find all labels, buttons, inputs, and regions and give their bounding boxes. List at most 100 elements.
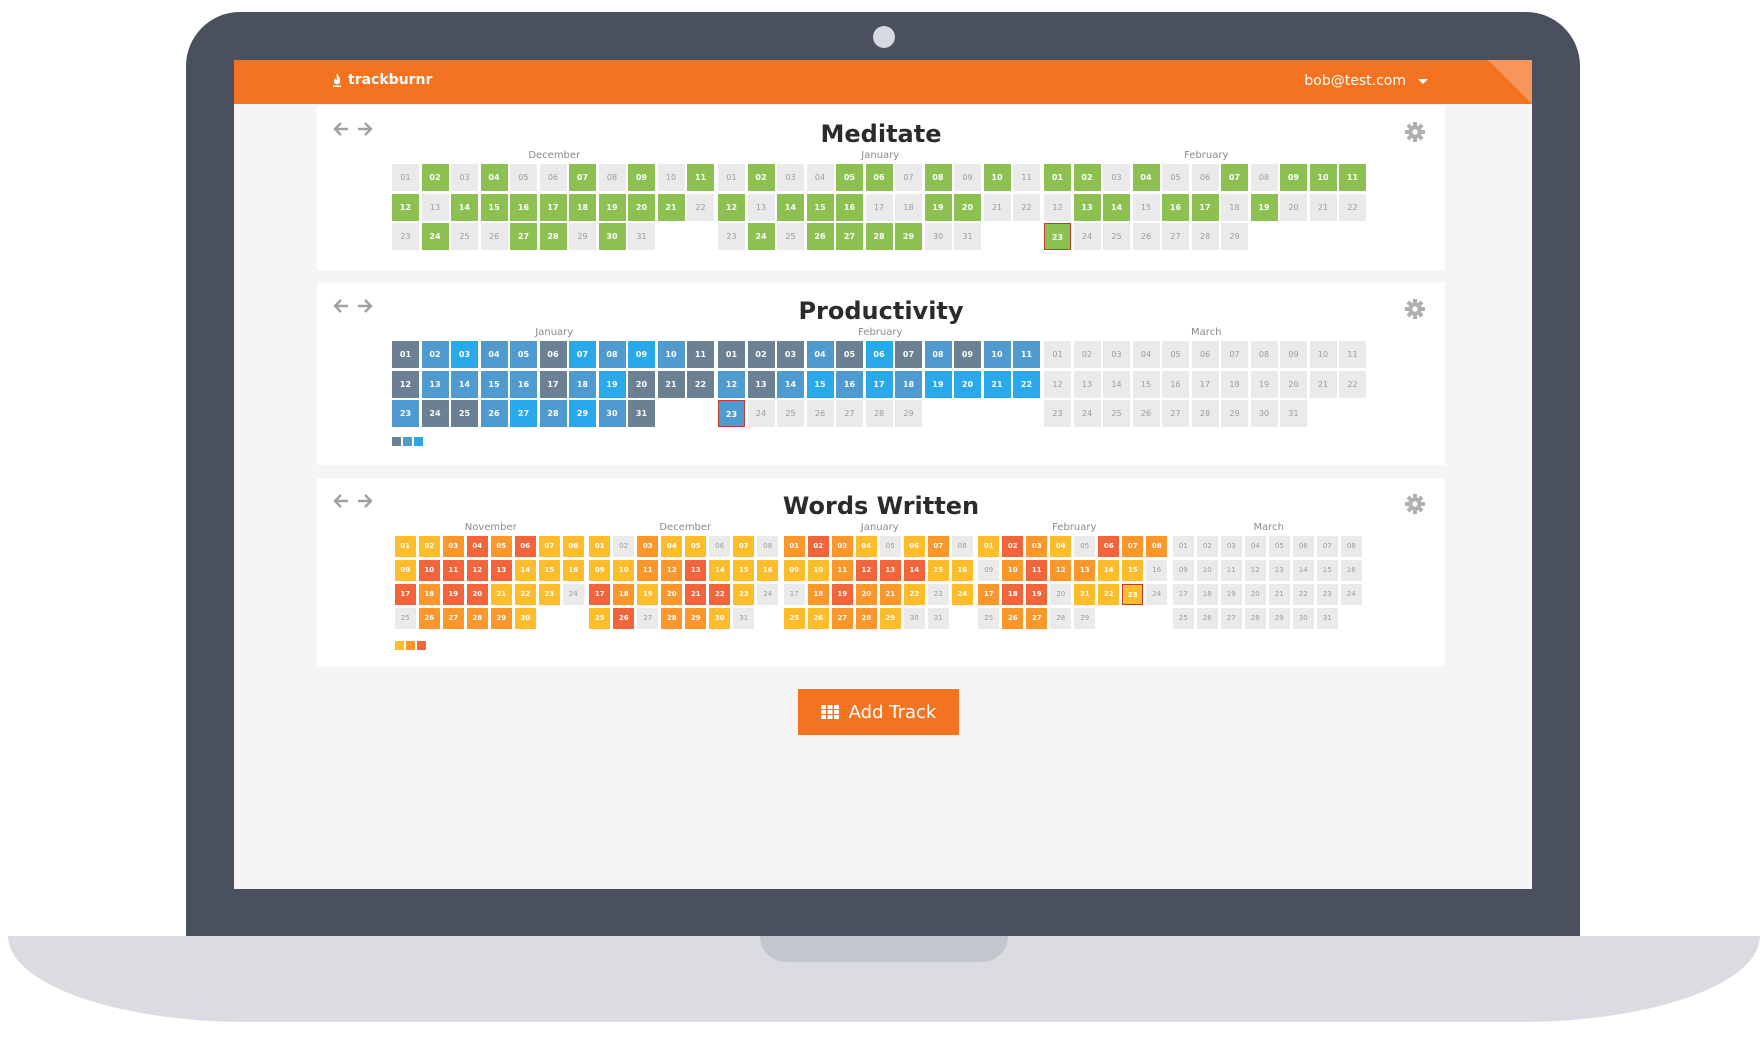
day-cell[interactable]: 01 bbox=[589, 536, 611, 557]
day-cell[interactable]: 26 bbox=[806, 400, 834, 427]
day-cell[interactable]: 25 bbox=[783, 608, 805, 629]
day-cell[interactable]: 22 bbox=[709, 584, 731, 605]
day-cell[interactable]: 24 bbox=[757, 584, 779, 605]
arrow-left-icon[interactable] bbox=[333, 122, 349, 136]
day-cell[interactable]: 16 bbox=[510, 370, 537, 398]
day-cell[interactable]: 12 bbox=[1044, 370, 1071, 398]
day-cell[interactable]: 21 bbox=[1074, 584, 1096, 605]
day-cell[interactable]: 09 bbox=[628, 341, 655, 368]
day-cell[interactable]: 05 bbox=[1162, 164, 1189, 191]
day-cell[interactable]: 01 bbox=[1044, 164, 1071, 191]
day-cell[interactable]: 26 bbox=[1132, 223, 1160, 250]
day-cell[interactable]: 18 bbox=[1221, 193, 1248, 221]
day-cell[interactable]: 17 bbox=[1191, 370, 1219, 398]
day-cell[interactable]: 18 bbox=[418, 584, 440, 605]
day-cell[interactable]: 02 bbox=[807, 536, 829, 557]
day-cell[interactable]: 19 bbox=[1250, 370, 1278, 398]
day-cell[interactable]: 19 bbox=[598, 370, 626, 398]
day-cell[interactable]: 21 bbox=[1309, 193, 1337, 221]
day-cell[interactable]: 01 bbox=[394, 536, 416, 557]
day-cell[interactable]: 17 bbox=[1191, 193, 1219, 221]
day-cell[interactable]: 19 bbox=[1250, 193, 1278, 221]
day-cell[interactable]: 25 bbox=[777, 400, 804, 427]
day-cell[interactable]: 21 bbox=[983, 370, 1011, 398]
day-cell[interactable]: 28 bbox=[865, 400, 893, 427]
day-cell[interactable]: 12 bbox=[392, 193, 419, 221]
day-cell[interactable]: 12 bbox=[466, 560, 488, 581]
day-cell[interactable]: 30 bbox=[1292, 608, 1314, 629]
day-cell[interactable]: 20 bbox=[628, 193, 655, 221]
day-cell[interactable]: 17 bbox=[865, 193, 893, 221]
day-cell[interactable]: 02 bbox=[747, 341, 775, 368]
day-cell[interactable]: 08 bbox=[1340, 536, 1362, 557]
day-cell[interactable]: 24 bbox=[747, 223, 775, 250]
day-cell[interactable]: 24 bbox=[1340, 584, 1362, 605]
day-cell[interactable]: 08 bbox=[598, 164, 626, 191]
day-cell[interactable]: 26 bbox=[480, 400, 508, 427]
day-cell[interactable]: 23 bbox=[392, 223, 419, 250]
day-cell[interactable]: 01 bbox=[718, 341, 745, 368]
day-cell[interactable]: 07 bbox=[569, 341, 596, 368]
day-cell[interactable]: 22 bbox=[1098, 584, 1120, 605]
day-cell[interactable]: 13 bbox=[1073, 193, 1101, 221]
day-cell[interactable]: 21 bbox=[657, 193, 685, 221]
day-cell[interactable]: 20 bbox=[855, 584, 877, 605]
day-cell[interactable]: 23 bbox=[1122, 584, 1144, 605]
day-cell[interactable]: 29 bbox=[895, 223, 922, 250]
day-cell[interactable]: 13 bbox=[685, 560, 707, 581]
day-cell[interactable]: 07 bbox=[1221, 341, 1248, 368]
day-cell[interactable]: 24 bbox=[747, 400, 775, 427]
day-cell[interactable]: 17 bbox=[394, 584, 416, 605]
day-cell[interactable]: 31 bbox=[927, 608, 949, 629]
day-cell[interactable]: 30 bbox=[598, 400, 626, 427]
day-cell[interactable]: 05 bbox=[685, 536, 707, 557]
day-cell[interactable]: 22 bbox=[1339, 370, 1366, 398]
day-cell[interactable]: 14 bbox=[1098, 560, 1120, 581]
day-cell[interactable]: 28 bbox=[865, 223, 893, 250]
day-cell[interactable]: 03 bbox=[777, 164, 804, 191]
day-cell[interactable]: 21 bbox=[657, 370, 685, 398]
day-cell[interactable]: 01 bbox=[978, 536, 1000, 557]
day-cell[interactable]: 30 bbox=[514, 608, 536, 629]
day-cell[interactable]: 16 bbox=[836, 193, 863, 221]
day-cell[interactable]: 21 bbox=[1309, 370, 1337, 398]
day-cell[interactable]: 14 bbox=[1103, 370, 1130, 398]
day-cell[interactable]: 11 bbox=[1339, 164, 1366, 191]
day-cell[interactable]: 15 bbox=[1132, 193, 1160, 221]
day-cell[interactable]: 26 bbox=[807, 608, 829, 629]
day-cell[interactable]: 14 bbox=[903, 560, 925, 581]
day-cell[interactable]: 09 bbox=[954, 341, 981, 368]
day-cell[interactable]: 05 bbox=[879, 536, 901, 557]
day-cell[interactable]: 13 bbox=[1268, 560, 1290, 581]
day-cell[interactable]: 20 bbox=[1280, 193, 1307, 221]
day-cell[interactable]: 15 bbox=[538, 560, 560, 581]
day-cell[interactable]: 23 bbox=[1044, 400, 1071, 427]
arrow-left-icon[interactable] bbox=[333, 299, 349, 313]
day-cell[interactable]: 06 bbox=[1098, 536, 1120, 557]
day-cell[interactable]: 11 bbox=[1013, 164, 1040, 191]
day-cell[interactable]: 19 bbox=[598, 193, 626, 221]
day-cell[interactable]: 17 bbox=[539, 193, 567, 221]
day-cell[interactable]: 14 bbox=[514, 560, 536, 581]
day-cell[interactable]: 07 bbox=[927, 536, 949, 557]
day-cell[interactable]: 29 bbox=[490, 608, 512, 629]
day-cell[interactable]: 10 bbox=[807, 560, 829, 581]
day-cell[interactable]: 12 bbox=[1050, 560, 1072, 581]
day-cell[interactable]: 08 bbox=[757, 536, 779, 557]
day-cell[interactable]: 11 bbox=[687, 164, 714, 191]
day-cell[interactable]: 02 bbox=[747, 164, 775, 191]
day-cell[interactable]: 22 bbox=[687, 370, 714, 398]
day-cell[interactable]: 29 bbox=[879, 608, 901, 629]
day-cell[interactable]: 11 bbox=[1220, 560, 1242, 581]
day-cell[interactable]: 10 bbox=[613, 560, 635, 581]
day-cell[interactable]: 06 bbox=[539, 164, 567, 191]
day-cell[interactable]: 04 bbox=[466, 536, 488, 557]
day-cell[interactable]: 02 bbox=[421, 341, 449, 368]
day-cell[interactable]: 04 bbox=[480, 341, 508, 368]
day-cell[interactable]: 04 bbox=[661, 536, 683, 557]
day-cell[interactable]: 25 bbox=[1103, 400, 1130, 427]
day-cell[interactable]: 09 bbox=[1280, 341, 1307, 368]
day-cell[interactable]: 17 bbox=[1172, 584, 1194, 605]
day-cell[interactable]: 13 bbox=[1073, 370, 1101, 398]
day-cell[interactable]: 15 bbox=[1122, 560, 1144, 581]
